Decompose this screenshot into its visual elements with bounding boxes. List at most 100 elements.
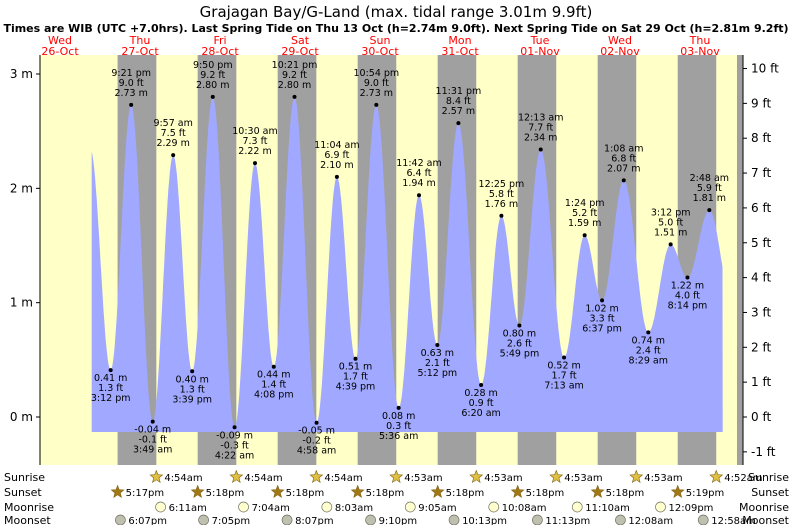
tide-point: 12:25 pm5.8 ft1.76 m xyxy=(479,179,524,218)
tide-point: 10:54 pm9.0 ft2.73 m xyxy=(353,68,399,107)
event-marker: 7:04am xyxy=(238,501,290,514)
event-marker: 5:19pm xyxy=(670,484,724,499)
tide-point-dot xyxy=(253,161,257,166)
tide-height-m-label: 1.81 m xyxy=(693,193,726,204)
tide-height-ft-label: 3.3 ft xyxy=(590,313,615,324)
moonrise-icon xyxy=(571,501,583,513)
tide-height-ft-label: 9.2 ft xyxy=(200,70,225,81)
sunrise-icon xyxy=(229,469,244,483)
tide-height-m-label: 1.76 m xyxy=(485,199,518,210)
tide-point: 1:24 pm5.2 ft1.59 m xyxy=(565,198,604,238)
tide-time-label: 10:21 pm xyxy=(272,60,318,71)
event-marker: 11:10am xyxy=(571,501,630,514)
event-time: 4:53am xyxy=(644,473,682,484)
row-label-right: Moonrise xyxy=(739,501,789,514)
day-labels: Wed26-OctThu27-OctFri28-OctSat29-OctSun3… xyxy=(41,34,720,58)
tide-height-ft-label: 7.5 ft xyxy=(161,128,186,139)
tide-point-dot xyxy=(129,102,134,107)
event-marker: 5:18pm xyxy=(430,484,484,499)
event-time: 8:03am xyxy=(335,503,373,514)
tide-height-ft-label: 1.4 ft xyxy=(261,380,286,391)
event-marker: 4:52am xyxy=(709,469,763,484)
chart-subtitle: Times are WIB (UTC +7.0hrs). Last Spring… xyxy=(3,22,788,35)
tide-time-label: 9:50 pm xyxy=(193,60,233,71)
event-time: 4:53am xyxy=(404,473,442,484)
right-tick-label: 6 ft xyxy=(751,201,771,215)
tide-height-ft-label: 7.7 ft xyxy=(528,122,553,133)
day-date: 02-Nov xyxy=(600,45,640,58)
tide-point: 0.63 m2.1 ft5:12 pm xyxy=(418,342,458,379)
tide-point-dot xyxy=(707,208,712,213)
tide-time-label: 4:58 am xyxy=(297,446,336,457)
event-marker: 5:18pm xyxy=(190,484,244,499)
sunset-icon xyxy=(350,484,365,498)
tide-height-m-label: 1.51 m xyxy=(654,227,687,238)
event-marker: 12:08am xyxy=(615,514,673,527)
right-tick-label: 7 ft xyxy=(751,166,771,180)
tide-point-dot xyxy=(517,323,522,328)
tide-point: 9:57 am7.5 ft2.29 m xyxy=(153,118,193,158)
right-tick-label: 8 ft xyxy=(751,131,771,145)
event-marker: 4:53am xyxy=(549,469,603,484)
tide-height-ft-label: 6.9 ft xyxy=(324,150,349,161)
tide-height-m-label: 2.29 m xyxy=(156,138,189,149)
day-date: 31-Oct xyxy=(441,45,479,58)
tide-point: 0.51 m1.7 ft4:39 pm xyxy=(336,356,375,393)
tide-point-dot xyxy=(582,233,587,238)
event-time: 6:07pm xyxy=(128,516,167,525)
left-tick-label: 2 m xyxy=(10,181,33,195)
right-tick-label: 5 ft xyxy=(751,236,771,250)
tide-height-ft-label: 0.3 ft xyxy=(386,421,411,432)
event-time: 5:18pm xyxy=(606,488,645,499)
tide-height-ft-label: 5.2 ft xyxy=(572,208,597,219)
event-time: 10:08am xyxy=(502,503,547,514)
tide-point: 2:48 am5.9 ft1.81 m xyxy=(690,173,729,213)
moonrise-icon xyxy=(488,501,500,513)
right-tick-label: 3 ft xyxy=(751,305,771,319)
day-of-week: Sun xyxy=(370,34,391,47)
tide-height-m-label: 2.34 m xyxy=(524,132,557,143)
event-time: 11:13pm xyxy=(545,516,590,525)
tide-point: 1:08 am6.8 ft2.07 m xyxy=(604,143,643,183)
tide-height-ft-label: 9.0 ft xyxy=(119,78,144,89)
tide-point-dot xyxy=(150,419,155,424)
event-time: 4:53am xyxy=(564,473,602,484)
sunrise-icon xyxy=(469,469,484,483)
moonrise-icon xyxy=(404,501,416,513)
event-time: 4:52am xyxy=(724,473,762,484)
sunrise-icon xyxy=(709,469,724,483)
tide-point: 1.02 m3.3 ft6:37 pm xyxy=(582,298,622,334)
event-marker: 4:54am xyxy=(229,469,283,484)
tide-point: 11:04 am6.9 ft2.10 m xyxy=(314,140,360,179)
tide-height-m-label: -0.04 m xyxy=(134,425,171,436)
event-marker: 10:08am xyxy=(488,501,547,514)
tide-point: 12:13 am7.7 ft2.34 m xyxy=(518,112,563,152)
right-tick-label: 0 ft xyxy=(751,410,771,424)
tide-time-label: 3:12 pm xyxy=(651,207,691,218)
day-date: 26-Oct xyxy=(41,45,79,58)
tide-point-dot xyxy=(538,147,543,152)
right-tick-label: 2 ft xyxy=(751,340,771,354)
sunset-icon xyxy=(430,484,445,498)
event-marker: 5:18pm xyxy=(590,484,645,499)
tide-height-m-label: 1.02 m xyxy=(585,303,618,314)
event-marker: 4:54am xyxy=(309,469,363,484)
tide-time-label: 8:14 pm xyxy=(668,301,708,312)
sunrise-icon xyxy=(549,469,564,483)
tide-time-label: 5:12 pm xyxy=(418,368,458,379)
event-time: 4:54am xyxy=(324,473,362,484)
tide-point-dot xyxy=(685,275,690,280)
tide-height-m-label: 2.73 m xyxy=(360,88,393,99)
axes: 0 m 1 m 2 m 3 m -1 ft 0 ft 1 ft 2 ft 3 ft 4 ft 5 f… xyxy=(10,55,779,465)
tide-height-m-label: 0.51 m xyxy=(339,362,372,373)
tide-area-layer xyxy=(91,97,723,432)
tide-time-label: 4:08 pm xyxy=(254,390,294,401)
tide-time-label: 4:22 am xyxy=(215,450,254,461)
event-marker: 4:53am xyxy=(469,469,523,484)
chart-title: Grajagan Bay/G-Land (max. tidal range 3.… xyxy=(200,3,593,21)
